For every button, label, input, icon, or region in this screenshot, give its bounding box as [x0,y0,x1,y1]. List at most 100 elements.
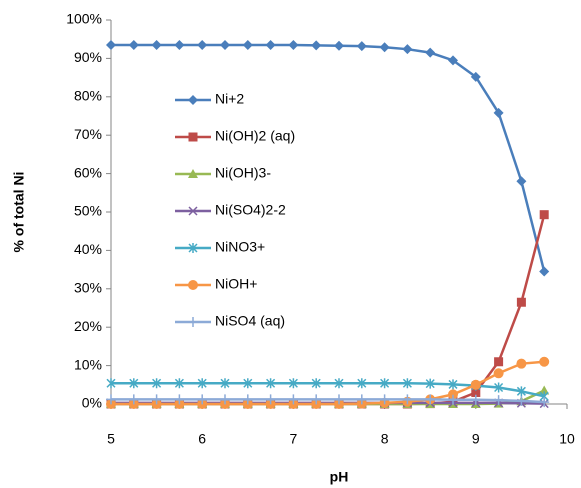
marker [174,378,184,389]
marker [471,387,481,397]
marker [516,176,527,187]
marker [402,378,412,389]
marker [516,297,526,307]
marker [197,394,208,405]
marker [220,394,230,405]
marker [242,394,253,405]
marker [220,378,230,389]
marker [380,378,390,389]
marker [402,394,413,405]
legend-label: Ni(OH)3- [215,165,271,181]
marker [470,379,481,390]
y-tick-label: 90% [74,49,102,65]
legend-label: Ni(SO4)2-2 [215,202,286,218]
marker [220,39,230,50]
marker [539,397,550,408]
marker [379,394,390,405]
x-tick-label: 5 [107,431,115,447]
marker [266,378,276,389]
marker [494,357,504,367]
marker [516,395,527,406]
legend-label: NiOH+ [215,276,257,292]
marker [356,41,367,52]
legend-label: NiNO3+ [215,239,265,255]
marker [539,266,550,277]
y-tick-label: 50% [74,203,102,219]
series-line [111,214,546,406]
marker [334,378,344,389]
y-tick-label: 40% [74,241,102,257]
marker [188,132,198,142]
marker [539,385,550,395]
marker [288,378,298,389]
marker [151,39,162,50]
marker [425,47,436,58]
x-axis-label: pH [330,469,349,485]
marker [188,169,198,178]
marker [379,42,390,53]
marker [311,394,322,405]
marker [470,71,481,82]
y-tick-label: 100% [66,11,102,27]
marker [470,394,481,405]
marker [494,382,504,393]
y-tick-label: 0% [82,395,102,411]
marker [493,368,504,379]
marker [334,394,344,405]
marker [188,95,198,105]
marker [448,394,458,405]
marker [356,394,367,405]
y-axis-label: % of total Ni [11,172,27,253]
marker [128,394,139,405]
marker [243,378,253,389]
marker [242,39,253,50]
marker [265,39,276,50]
marker [265,394,276,405]
marker [197,39,208,50]
marker [493,107,504,118]
marker [516,386,526,397]
marker [448,55,458,66]
marker [106,378,116,389]
y-tick-label: 10% [74,356,102,372]
marker [188,243,198,253]
marker [311,378,321,389]
y-tick-label: 60% [74,164,102,180]
series-line [111,43,546,272]
marker [106,39,116,50]
marker [174,394,185,405]
marker [334,40,344,51]
marker [128,39,139,50]
y-tick-label: 70% [74,126,102,142]
legend-label: Ni(OH)2 (aq) [215,128,295,144]
marker [425,378,435,389]
x-tick-label: 6 [198,431,206,447]
x-tick-label: 10 [559,431,575,447]
legend-label: NiSO4 (aq) [215,313,285,329]
marker [129,378,139,389]
marker [448,389,458,400]
y-tick-label: 30% [74,280,102,296]
marker [197,378,207,389]
marker [425,394,436,405]
marker [539,356,550,367]
x-tick-label: 7 [290,431,298,447]
marker [188,317,198,327]
marker [357,378,367,389]
marker [174,39,185,50]
x-tick-label: 9 [472,431,480,447]
x-tick-label: 8 [381,431,389,447]
marker [539,210,549,220]
marker [448,379,458,390]
marker [288,39,299,50]
y-tick-label: 80% [74,88,102,104]
y-tick-label: 20% [74,318,102,334]
marker [151,394,162,405]
marker [188,206,198,216]
marker [106,394,116,405]
marker [152,378,162,389]
marker [493,395,504,406]
marker [188,280,198,290]
marker [516,358,527,369]
